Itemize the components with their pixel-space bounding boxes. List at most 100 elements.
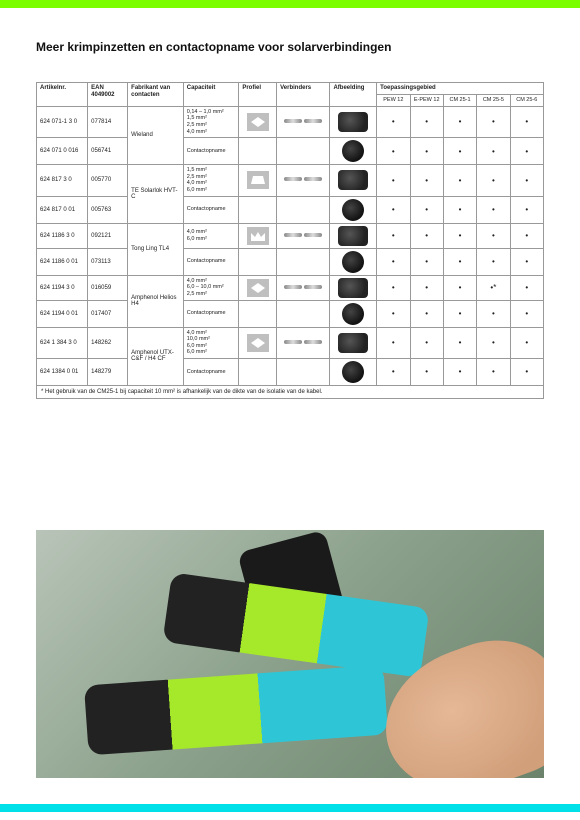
cell-app-0: • (377, 106, 410, 137)
cell-profile (239, 165, 277, 196)
table-row: 624 817 0 01005763Contactopname••••• (37, 196, 544, 223)
th-application: Toepassingsgebied (377, 83, 544, 95)
th-app-3: CM 25-5 (477, 95, 510, 107)
cell-capacity: 4,0 mm²6,0 mm² (183, 223, 239, 248)
table-row: 624 1384 0 01148279Contactopname••••• (37, 358, 544, 385)
crimping-pliers-2 (84, 665, 388, 756)
cell-article: 624 1194 0 01 (37, 300, 88, 327)
cell-article: 624 1384 0 01 (37, 358, 88, 385)
die-icon (338, 226, 368, 246)
cell-ean: 016059 (88, 275, 128, 300)
cell-app-0: • (377, 358, 410, 385)
cell-connectors (277, 196, 330, 223)
cell-connectors (277, 223, 330, 248)
cell-app-0: • (377, 275, 410, 300)
table-body: 624 071-1 3 0077814Wieland0,14 – 1,0 mm²… (37, 106, 544, 385)
cell-profile (239, 196, 277, 223)
cell-app-4: • (510, 165, 543, 196)
cell-app-3: • (477, 106, 510, 137)
cell-article: 624 817 3 0 (37, 165, 88, 196)
connector-icon (304, 177, 322, 181)
cell-app-3: • (477, 300, 510, 327)
cell-profile (239, 275, 277, 300)
contact-icon (342, 361, 364, 383)
cell-connectors (277, 358, 330, 385)
cell-app-0: • (377, 196, 410, 223)
cell-article: 624 1186 3 0 (37, 223, 88, 248)
cell-article: 624 071-1 3 0 (37, 106, 88, 137)
cell-app-0: • (377, 300, 410, 327)
cell-ean: 077814 (88, 106, 128, 137)
cell-app-0: • (377, 165, 410, 196)
cell-article: 624 1186 0 01 (37, 248, 88, 275)
connector-icon (304, 119, 322, 123)
cell-connectors (277, 138, 330, 165)
cell-app-3: •* (477, 275, 510, 300)
cell-ean: 148262 (88, 327, 128, 358)
cell-profile (239, 106, 277, 137)
cell-article: 624 1194 3 0 (37, 275, 88, 300)
connector-icon (284, 233, 302, 237)
cell-capacity: 0,14 – 1,0 mm²1,5 mm²2,5 mm²4,0 mm² (183, 106, 239, 137)
cell-capacity: Contactopname (183, 300, 239, 327)
table-row: 624 071 0 016056741Contactopname••••• (37, 138, 544, 165)
th-app-0: PEW 12 (377, 95, 410, 107)
cell-app-4: • (510, 106, 543, 137)
cell-image (330, 275, 377, 300)
cell-app-4: • (510, 248, 543, 275)
cell-capacity: Contactopname (183, 196, 239, 223)
cell-app-2: • (443, 106, 476, 137)
spec-table: Artikelnr. EAN 4049002 Fabrikant van con… (36, 82, 544, 386)
die-icon (338, 170, 368, 190)
connector-icon (284, 285, 302, 289)
cell-ean: 148279 (88, 358, 128, 385)
cell-capacity: Contactopname (183, 138, 239, 165)
contact-icon (342, 199, 364, 221)
cell-fabricant: Tong Ling TL4 (128, 223, 184, 275)
die-icon (338, 333, 368, 353)
cell-image (330, 196, 377, 223)
page-title: Meer krimpinzetten en contactopname voor… (36, 40, 391, 54)
cell-app-0: • (377, 138, 410, 165)
cell-fabricant: Amphenol UTX-C&F / H4 CF (128, 327, 184, 385)
cell-app-1: • (410, 165, 443, 196)
cell-app-2: • (443, 165, 476, 196)
profile-icon (247, 113, 269, 131)
cell-app-4: • (510, 300, 543, 327)
cell-image (330, 300, 377, 327)
th-article: Artikelnr. (37, 83, 88, 107)
cell-connectors (277, 275, 330, 300)
th-app-2: CM 25-1 (443, 95, 476, 107)
th-connectors: Verbinders (277, 83, 330, 107)
die-icon (338, 112, 368, 132)
table-row: 624 1194 3 0016059Amphenol Helios H44,0 … (37, 275, 544, 300)
cell-profile (239, 138, 277, 165)
cell-app-1: • (410, 248, 443, 275)
cell-image (330, 248, 377, 275)
profile-icon (247, 279, 269, 297)
table-row: 624 1186 0 01073113Contactopname••••• (37, 248, 544, 275)
cell-app-3: • (477, 248, 510, 275)
cell-article: 624 071 0 016 (37, 138, 88, 165)
cell-fabricant: Amphenol Helios H4 (128, 275, 184, 327)
cell-app-1: • (410, 327, 443, 358)
cell-app-2: • (443, 248, 476, 275)
profile-icon (247, 334, 269, 352)
cell-ean: 073113 (88, 248, 128, 275)
cell-fabricant: TE Solarlok HVT-C (128, 165, 184, 223)
cell-app-0: • (377, 223, 410, 248)
table-footnote: * Het gebruik van de CM25-1 bij capacite… (36, 386, 544, 399)
th-app-1: E-PEW 12 (410, 95, 443, 107)
table-row: 624 1186 3 0092121Tong Ling TL44,0 mm²6,… (37, 223, 544, 248)
cell-fabricant: Wieland (128, 106, 184, 164)
cell-app-3: • (477, 165, 510, 196)
cell-app-1: • (410, 275, 443, 300)
cell-app-2: • (443, 300, 476, 327)
cell-connectors (277, 300, 330, 327)
cell-profile (239, 327, 277, 358)
th-image: Afbeelding (330, 83, 377, 107)
cell-ean: 092121 (88, 223, 128, 248)
cell-profile (239, 300, 277, 327)
bottom-accent-bar (0, 804, 580, 812)
cell-app-3: • (477, 138, 510, 165)
